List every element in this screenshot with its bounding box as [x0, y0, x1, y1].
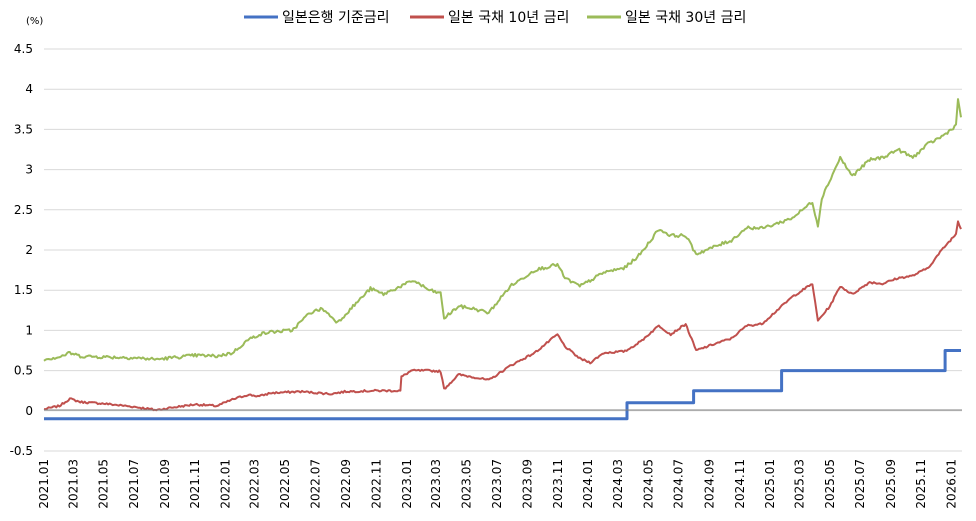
legend-label: 일본 국채 30년 금리 — [625, 10, 746, 26]
y-tick-label: 0.5 — [14, 364, 33, 378]
x-tick-label: 2022.01 — [218, 459, 232, 509]
legend-label: 일본은행 기준금리 — [282, 10, 390, 26]
x-tick-label: 2024.01 — [581, 459, 595, 509]
x-tick-label: 2023.11 — [551, 459, 565, 509]
y-tick-label: 4.5 — [14, 42, 33, 56]
series-line-2 — [43, 98, 962, 362]
y-tick-label: 2 — [25, 243, 33, 257]
gridlines — [44, 48, 962, 452]
series-line-0 — [44, 349, 961, 421]
x-tick-label: 2024.03 — [611, 459, 625, 509]
y-tick-label: 2.5 — [14, 203, 33, 217]
x-tick-label: 2021.11 — [188, 459, 202, 509]
x-tick-label: 2023.01 — [400, 459, 414, 509]
series-lines — [43, 98, 962, 421]
y-tick-label: 1 — [25, 323, 33, 337]
x-tick-label: 2023.07 — [490, 459, 504, 509]
x-tick-label: 2023.05 — [459, 459, 473, 509]
y-tick-label: 4 — [25, 82, 33, 96]
y-tick-label: -0.5 — [10, 444, 33, 458]
y-tick-label: 0 — [25, 404, 33, 418]
y-tick-label: 3 — [25, 163, 33, 177]
x-tick-label: 2025.11 — [914, 459, 928, 509]
x-tick-label: 2025.09 — [884, 459, 898, 509]
x-tick-label: 2023.09 — [521, 459, 535, 509]
x-tick-label: 2021.03 — [66, 459, 80, 509]
x-tick-label: 2022.03 — [248, 459, 262, 509]
x-tick-label: 2021.07 — [127, 459, 141, 509]
x-tick-label: 2025.05 — [823, 459, 837, 509]
x-tick-label: 2022.05 — [278, 459, 292, 509]
x-tick-label: 2022.11 — [370, 459, 384, 509]
x-tick-label: 2026.01 — [945, 459, 959, 509]
x-tick-label: 2025.07 — [853, 459, 867, 509]
legend-label: 일본 국채 10년 금리 — [448, 10, 569, 26]
x-tick-label: 2024.09 — [703, 459, 717, 509]
x-tick-label: 2024.11 — [733, 459, 747, 509]
y-tick-label: 1.5 — [14, 283, 33, 297]
x-tick-labels: 2021.01 2021.03 2021.05 2021.07 2021.09 2021.… — [37, 459, 959, 509]
x-tick-label: 2021.09 — [158, 459, 172, 509]
x-tick-label: 2025.03 — [792, 459, 806, 509]
legend: 일본은행 기준금리 일본 국채 10년 금리 일본 국채 30년 금리 — [244, 10, 746, 26]
x-tick-label: 2025.01 — [763, 459, 777, 509]
series-line-1 — [43, 220, 962, 412]
x-tick-label: 2021.01 — [37, 459, 51, 509]
x-tick-label: 2024.07 — [672, 459, 686, 509]
x-tick-label: 2024.05 — [641, 459, 655, 509]
x-tick-label: 2022.07 — [308, 459, 322, 509]
y-tick-label: 3.5 — [14, 122, 33, 136]
unit-label: (%) — [26, 16, 43, 27]
x-tick-label: 2021.05 — [97, 459, 111, 509]
x-tick-label: 2023.03 — [429, 459, 443, 509]
x-tick-label: 2022.09 — [339, 459, 353, 509]
y-tick-labels: 4.5 4 3.5 3 2.5 2 1.5 1 0.5 0 -0.5 — [10, 42, 33, 458]
